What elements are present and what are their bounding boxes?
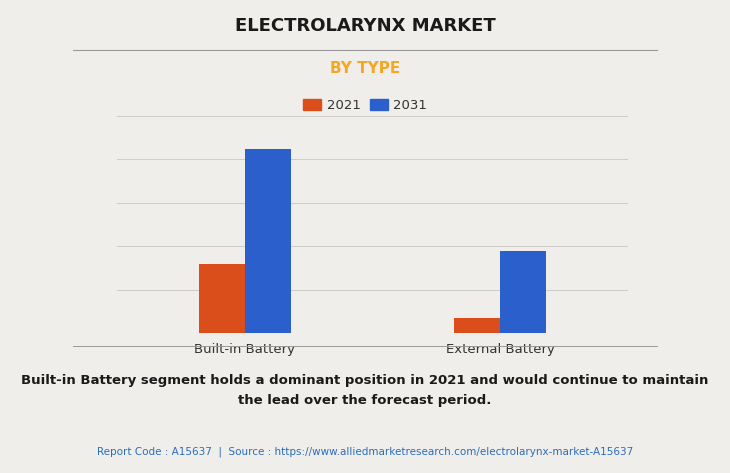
Text: ELECTROLARYNX MARKET: ELECTROLARYNX MARKET [234, 17, 496, 35]
Bar [454, 318, 500, 333]
Bar [500, 251, 546, 333]
Text: BY TYPE: BY TYPE [330, 61, 400, 76]
Bar [199, 264, 245, 333]
Legend: 2021, 2031: 2021, 2031 [298, 94, 432, 118]
Text: Built-in Battery segment holds a dominant position in 2021 and would continue to: Built-in Battery segment holds a dominan… [21, 374, 709, 407]
Bar [245, 149, 291, 333]
Text: Report Code : A15637  |  Source : https://www.alliedmarketresearch.com/electrola: Report Code : A15637 | Source : https://… [97, 447, 633, 457]
